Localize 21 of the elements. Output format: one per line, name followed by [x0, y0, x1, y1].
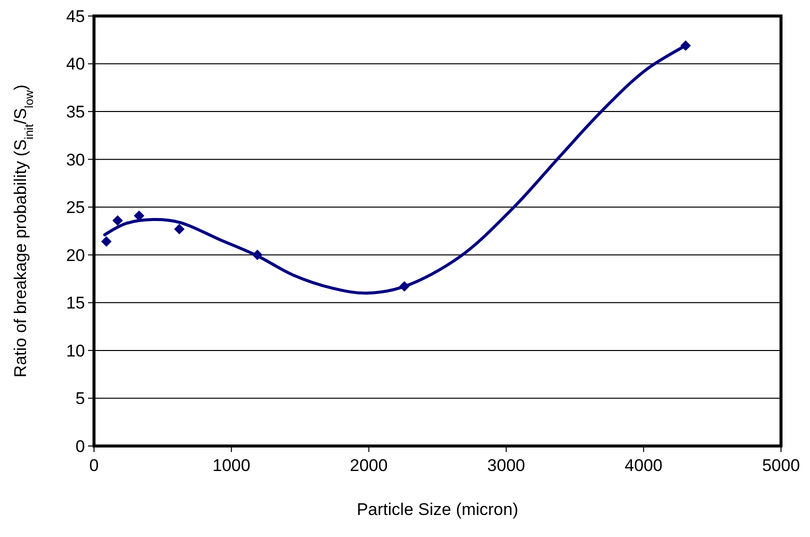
x-tick-label: 0	[89, 456, 99, 475]
x-axis-title: Particle Size (micron)	[356, 500, 518, 519]
y-tick-label: 15	[66, 294, 85, 313]
y-tick-label: 0	[76, 436, 85, 456]
x-tick-label: 1000	[212, 456, 250, 475]
y-tick-label: 40	[66, 54, 85, 74]
point	[174, 224, 185, 234]
x-tick-label: 2000	[350, 456, 388, 475]
x-tick-label: 5000	[762, 456, 800, 475]
x-tick-label: 3000	[487, 456, 526, 475]
point	[112, 215, 123, 226]
y-tick-label: 20	[66, 246, 85, 265]
y-tick-label: 25	[66, 198, 85, 218]
y-tick-label: 10	[66, 341, 85, 360]
y-tick-label: 45	[66, 6, 85, 26]
x-tick-label: 4000	[624, 456, 663, 475]
y-tick-label: 35	[66, 102, 85, 122]
y-tick-label: 5	[76, 389, 85, 408]
y-tick-label: 30	[66, 150, 85, 170]
point	[101, 236, 112, 247]
point	[134, 210, 144, 221]
